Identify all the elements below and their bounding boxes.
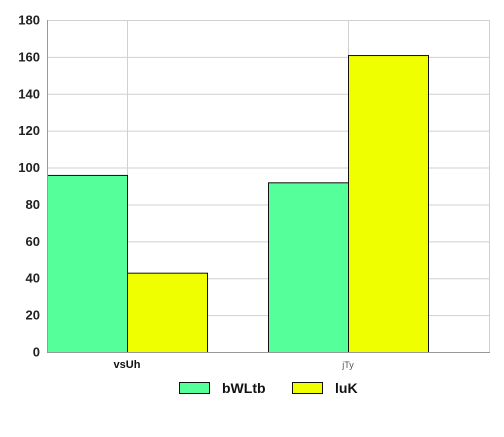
x-tick-label: vsUh [114, 359, 141, 371]
bar-bWLtb-vsUh [47, 174, 128, 353]
y-tick-label: 140 [18, 86, 40, 101]
bar-luK-jTy [348, 55, 429, 354]
legend: bWLtb luK [179, 380, 358, 396]
y-tick-label: 160 [18, 49, 40, 64]
bars [47, 55, 429, 354]
y-tick-label: 0 [33, 345, 40, 360]
x-tick-label: jTy [341, 360, 354, 370]
y-tick-label: 20 [26, 308, 40, 323]
legend-label-bWLtb: bWLtb [222, 380, 266, 396]
y-tick-label: 80 [26, 197, 40, 212]
axes: 0 20 40 60 80 100 120 140 160 180 vsUh jTy [18, 13, 490, 371]
y-tick-label: 100 [18, 160, 40, 175]
y-tick-label: 40 [26, 271, 40, 286]
legend-swatch-bWLtb [179, 382, 210, 394]
y-tick-label: 60 [26, 234, 40, 249]
legend-label-luK: luK [335, 380, 358, 396]
legend-swatch-luK [292, 382, 323, 394]
bar-bWLtb-jTy [268, 182, 349, 353]
bar-luK-vsUh [127, 272, 208, 354]
y-tick-label: 120 [18, 123, 40, 138]
y-tick-label: 180 [18, 13, 40, 28]
